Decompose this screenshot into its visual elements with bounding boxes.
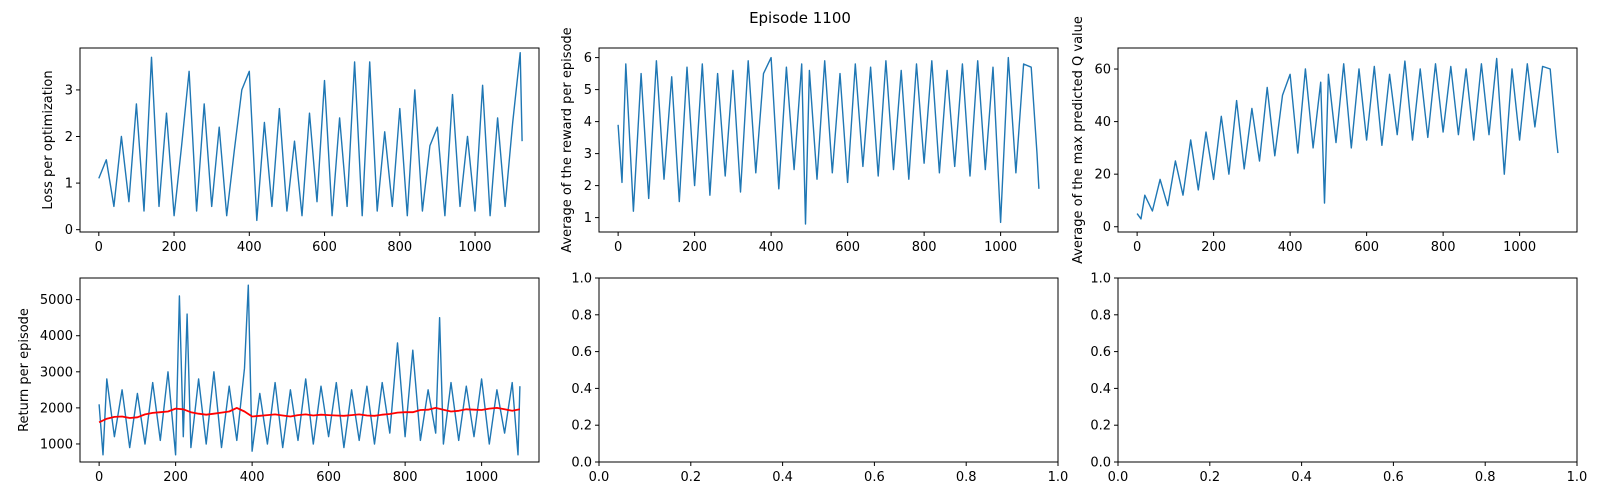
y-tick-label: 0.2 <box>571 419 592 434</box>
x-tick-label: 0.8 <box>956 470 977 485</box>
y-tick-label: 0.4 <box>1090 382 1111 397</box>
x-tick-label: 800 <box>1431 240 1456 255</box>
x-tick-label: 1.0 <box>1048 470 1069 485</box>
y-tick-label: 0 <box>65 223 73 238</box>
axes-avg-reward: 0 200 400 600 800 1000 1 2 3 4 5 6 Average of the re… <box>560 27 1059 255</box>
x-tick-label: 600 <box>312 240 337 255</box>
y-tick-label: 60 <box>1094 63 1111 78</box>
x-tick-label: 1000 <box>465 470 498 485</box>
y-tick-label: 0.6 <box>571 345 592 360</box>
series-line-max-q-0 <box>1136 57 1559 220</box>
y-tick-label: 3 <box>584 147 592 162</box>
axes-frame-loss <box>79 47 540 233</box>
axes-frame-empty-2 <box>1117 277 1578 463</box>
x-tick-label: 0.2 <box>680 470 701 485</box>
x-tick-label: 0 <box>614 240 622 255</box>
x-tick-label: 0 <box>1133 240 1141 255</box>
x-tick-label: 600 <box>316 470 341 485</box>
axes-frame-avg-reward <box>598 47 1059 233</box>
x-tick-label: 0.6 <box>1383 470 1404 485</box>
x-tick-label: 200 <box>162 240 187 255</box>
y-tick-label: 5 <box>584 83 592 98</box>
y-axis-label: Loss per optimization <box>41 70 56 209</box>
y-tick-label: 3 <box>65 83 73 98</box>
axes-empty-1: 0.0 0.2 0.4 0.6 0.8 1.0 0.0 0.2 0.4 0.6 0.8 1.0 <box>571 272 1068 486</box>
x-tick-label: 400 <box>759 240 784 255</box>
y-axis-label: Return per episode <box>17 308 32 432</box>
x-tick-label: 0.8 <box>1475 470 1496 485</box>
x-tick-label: 200 <box>1201 240 1226 255</box>
x-tick-label: 0.0 <box>589 470 610 485</box>
x-tick-label: 0.0 <box>1108 470 1129 485</box>
x-tick-label: 0.4 <box>1291 470 1312 485</box>
axes-frame-return <box>79 277 540 463</box>
x-tick-label: 0.6 <box>864 470 885 485</box>
y-tick-label: 4000 <box>40 329 73 344</box>
y-tick-label: 0 <box>1103 220 1111 235</box>
x-tick-label: 400 <box>237 240 262 255</box>
series-line-avg-reward-0 <box>617 56 1040 225</box>
y-tick-label: 0.2 <box>1090 419 1111 434</box>
x-tick-label: 0.2 <box>1199 470 1220 485</box>
axes-frame-empty-1 <box>598 277 1059 463</box>
x-tick-label: 600 <box>1354 240 1379 255</box>
y-tick-label: 1 <box>584 211 592 226</box>
y-tick-label: 1000 <box>40 437 73 452</box>
figure-suptitle: Episode 1100 <box>749 9 851 27</box>
y-tick-label: 0.8 <box>571 308 592 323</box>
series-line-return-0 <box>98 284 521 456</box>
y-tick-label: 0.6 <box>1090 345 1111 360</box>
x-tick-label: 0 <box>95 240 103 255</box>
x-tick-label: 800 <box>387 240 412 255</box>
x-tick-label: 1.0 <box>1567 470 1588 485</box>
x-tick-label: 800 <box>393 470 418 485</box>
y-tick-label: 40 <box>1094 115 1111 130</box>
x-tick-label: 0.4 <box>772 470 793 485</box>
y-tick-label: 2 <box>584 179 592 194</box>
y-tick-label: 0.0 <box>571 456 592 471</box>
y-tick-label: 4 <box>584 115 592 130</box>
x-tick-label: 0 <box>95 470 103 485</box>
x-tick-label: 200 <box>682 240 707 255</box>
y-axis-label: Average of the max predicted Q value <box>1071 16 1086 264</box>
y-tick-label: 2 <box>65 130 73 145</box>
x-tick-label: 1000 <box>1503 240 1536 255</box>
y-tick-label: 1.0 <box>1090 272 1111 287</box>
y-tick-label: 20 <box>1094 168 1111 183</box>
series-line-return-1 <box>98 406 521 424</box>
y-tick-label: 5000 <box>40 293 73 308</box>
x-tick-label: 600 <box>835 240 860 255</box>
x-tick-label: 800 <box>912 240 937 255</box>
x-tick-label: 1000 <box>458 240 491 255</box>
axes-loss: 0 200 400 600 800 1000 0 1 2 3 Loss per optimizati… <box>41 47 540 255</box>
axes-empty-2: 0.0 0.2 0.4 0.6 0.8 1.0 0.0 0.2 0.4 0.6 0.8 1.0 <box>1090 272 1587 486</box>
y-tick-label: 2000 <box>40 401 73 416</box>
series-line-loss-0 <box>98 52 523 222</box>
y-tick-label: 3000 <box>40 365 73 380</box>
y-tick-label: 0.0 <box>1090 456 1111 471</box>
axes-return: 0 200 400 600 800 1000 1000 2000 3000 4000 5000 Ret… <box>17 277 540 485</box>
y-axis-label: Average of the reward per episode <box>560 27 575 252</box>
axes-max-q: 0 200 400 600 800 1000 0 20 40 60 Average of the m… <box>1071 16 1578 264</box>
x-tick-label: 1000 <box>984 240 1017 255</box>
y-tick-label: 1.0 <box>571 272 592 287</box>
axes-frame-max-q <box>1117 47 1578 233</box>
y-tick-label: 1 <box>65 177 73 192</box>
x-tick-label: 400 <box>1278 240 1303 255</box>
x-tick-label: 200 <box>163 470 188 485</box>
y-tick-label: 6 <box>584 51 592 66</box>
x-tick-label: 400 <box>240 470 265 485</box>
y-tick-label: 0.4 <box>571 382 592 397</box>
y-tick-label: 0.8 <box>1090 308 1111 323</box>
